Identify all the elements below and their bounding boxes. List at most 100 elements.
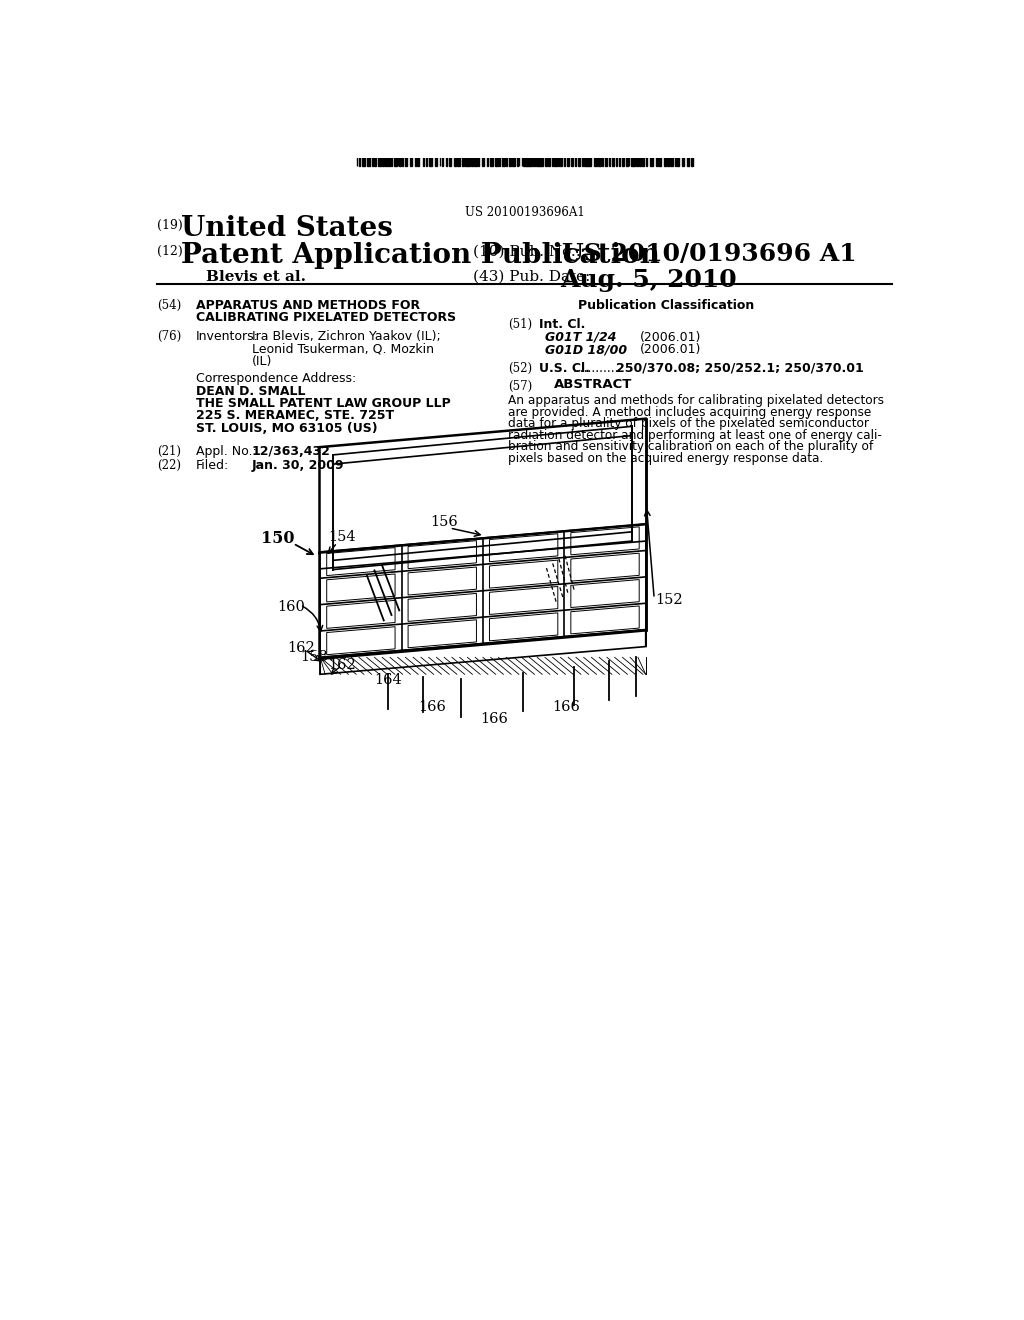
Text: (57): (57)	[508, 380, 532, 393]
Bar	[537, 128, 540, 166]
Polygon shape	[409, 541, 476, 569]
Polygon shape	[570, 579, 639, 607]
Bar	[622, 128, 624, 166]
Text: Int. Cl.: Int. Cl.	[539, 318, 585, 331]
Bar	[589, 128, 591, 166]
Text: THE SMALL PATENT LAW GROUP LLP: THE SMALL PATENT LAW GROUP LLP	[197, 397, 451, 411]
Text: 225 S. MERAMEC, STE. 725T: 225 S. MERAMEC, STE. 725T	[197, 409, 394, 422]
Text: United States: United States	[180, 215, 392, 243]
Polygon shape	[409, 594, 476, 622]
Bar	[496, 128, 499, 166]
Text: Publication Classification: Publication Classification	[578, 298, 754, 312]
Bar	[486, 128, 488, 166]
Text: are provided. A method includes acquiring energy response: are provided. A method includes acquirin…	[508, 405, 871, 418]
Bar	[636, 128, 638, 166]
Text: (12): (12)	[158, 244, 183, 257]
Bar	[502, 128, 505, 166]
Bar	[691, 128, 693, 166]
Text: 250/370.08; 250/252.1; 250/370.01: 250/370.08; 250/252.1; 250/370.01	[616, 362, 864, 375]
Text: Appl. No.:: Appl. No.:	[197, 445, 257, 458]
Bar	[601, 128, 603, 166]
Bar	[677, 128, 679, 166]
Text: ST. LOUIS, MO 63105 (US): ST. LOUIS, MO 63105 (US)	[197, 422, 378, 434]
Text: 164: 164	[375, 673, 402, 686]
Bar	[571, 128, 572, 166]
Bar	[618, 128, 621, 166]
Text: (52): (52)	[508, 362, 531, 375]
Text: (51): (51)	[508, 318, 531, 331]
Text: pixels based on the acquired energy response data.: pixels based on the acquired energy resp…	[508, 451, 823, 465]
Polygon shape	[489, 560, 558, 589]
Text: 12/363,432: 12/363,432	[252, 445, 331, 458]
Bar	[512, 128, 515, 166]
Bar	[545, 128, 547, 166]
Text: 160: 160	[276, 599, 305, 614]
Text: 162: 162	[287, 642, 314, 655]
Bar	[471, 128, 473, 166]
Bar	[631, 128, 633, 166]
Bar	[482, 128, 483, 166]
Text: 162: 162	[328, 659, 355, 672]
Text: 150: 150	[261, 529, 295, 546]
Bar	[375, 128, 376, 166]
Text: An apparatus and methods for calibrating pixelated detectors: An apparatus and methods for calibrating…	[508, 395, 884, 407]
Text: 152: 152	[655, 594, 683, 607]
Text: (54): (54)	[158, 298, 181, 312]
Bar	[449, 128, 452, 166]
Polygon shape	[489, 586, 558, 615]
Bar	[388, 128, 390, 166]
Bar	[477, 128, 479, 166]
Text: CALIBRATING PIXELATED DETECTORS: CALIBRATING PIXELATED DETECTORS	[197, 312, 457, 323]
Polygon shape	[327, 627, 395, 655]
Bar	[598, 128, 601, 166]
Bar	[639, 128, 641, 166]
Bar	[578, 128, 580, 166]
Bar	[404, 128, 407, 166]
Text: DEAN D. SMALL: DEAN D. SMALL	[197, 385, 306, 397]
Text: 166: 166	[480, 711, 509, 726]
Bar	[410, 128, 412, 166]
Bar	[462, 128, 464, 166]
Bar	[687, 128, 689, 166]
Polygon shape	[570, 553, 639, 581]
Polygon shape	[409, 620, 476, 648]
Text: (2006.01): (2006.01)	[640, 331, 700, 345]
Text: Filed:: Filed:	[197, 459, 229, 471]
Text: Inventors:: Inventors:	[197, 330, 259, 343]
Text: Correspondence Address:: Correspondence Address:	[197, 372, 356, 385]
Bar	[529, 128, 531, 166]
Text: (76): (76)	[158, 330, 181, 343]
Text: (IL): (IL)	[252, 355, 272, 368]
Text: 158: 158	[300, 649, 328, 664]
Text: US 20100193696A1: US 20100193696A1	[465, 206, 585, 219]
Bar	[594, 128, 597, 166]
Text: Jan. 30, 2009: Jan. 30, 2009	[252, 459, 344, 471]
Text: U.S. Cl.: U.S. Cl.	[539, 362, 590, 375]
Text: bration and sensitivity calibration on each of the plurality of: bration and sensitivity calibration on e…	[508, 441, 873, 453]
Bar	[382, 128, 384, 166]
Polygon shape	[570, 606, 639, 634]
Text: (19): (19)	[158, 218, 183, 231]
Text: G01D 18/00: G01D 18/00	[545, 343, 627, 356]
Text: data for a plurality of pixels of the pixelated semiconductor: data for a plurality of pixels of the pi…	[508, 417, 868, 430]
Bar	[467, 128, 470, 166]
Bar	[541, 128, 543, 166]
Bar	[423, 128, 424, 166]
Bar	[633, 128, 635, 166]
Text: G01T 1/24: G01T 1/24	[545, 331, 616, 345]
Bar	[385, 128, 387, 166]
Bar	[368, 128, 370, 166]
Bar	[605, 128, 607, 166]
Bar	[548, 128, 550, 166]
Bar	[378, 128, 381, 166]
Text: Leonid Tsukerman, Q. Mozkin: Leonid Tsukerman, Q. Mozkin	[252, 342, 434, 355]
Text: ABSTRACT: ABSTRACT	[554, 378, 632, 391]
Text: 154: 154	[328, 531, 355, 544]
Bar	[612, 128, 614, 166]
Text: (10) Pub. No.:: (10) Pub. No.:	[473, 244, 581, 259]
Polygon shape	[327, 574, 395, 602]
Bar	[658, 128, 662, 166]
Bar	[554, 128, 557, 166]
Bar	[417, 128, 420, 166]
Polygon shape	[327, 601, 395, 628]
